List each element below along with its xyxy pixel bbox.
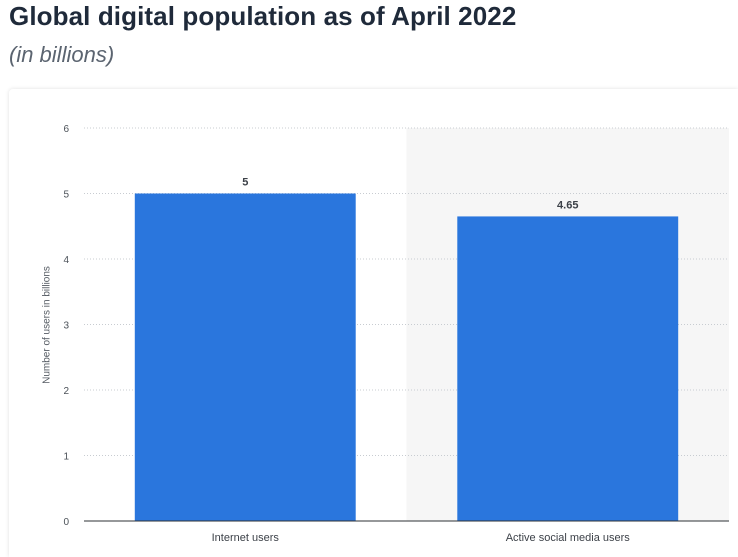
y-tick-label: 0 — [63, 517, 69, 528]
page-title: Global digital population as of April 20… — [9, 1, 517, 31]
bar[interactable] — [134, 193, 356, 522]
chart-card: 5 4.65 0 1 2 3 4 5 6 Internet users Active social… — [9, 89, 738, 557]
y-axis-title: Number of users in billions — [42, 266, 53, 384]
y-tick-label: 6 — [63, 124, 69, 135]
axes: 0 1 2 3 4 5 6 Internet users Active social media… — [63, 124, 729, 544]
x-tick-label: Internet users — [212, 532, 280, 544]
y-tick-label: 1 — [63, 452, 69, 463]
bars — [134, 193, 679, 522]
data-label: 5 — [242, 177, 248, 189]
y-tick-label: 5 — [63, 190, 69, 201]
y-tick-label: 4 — [63, 255, 69, 266]
y-tick-label: 3 — [63, 321, 69, 332]
y-tick-label: 2 — [63, 386, 69, 397]
data-labels: 54.65 — [242, 177, 578, 212]
page-subtitle: (in billions) — [9, 42, 115, 67]
x-tick-label: Active social media users — [506, 532, 631, 544]
bar[interactable] — [457, 216, 679, 522]
data-label: 4.65 — [557, 199, 578, 211]
